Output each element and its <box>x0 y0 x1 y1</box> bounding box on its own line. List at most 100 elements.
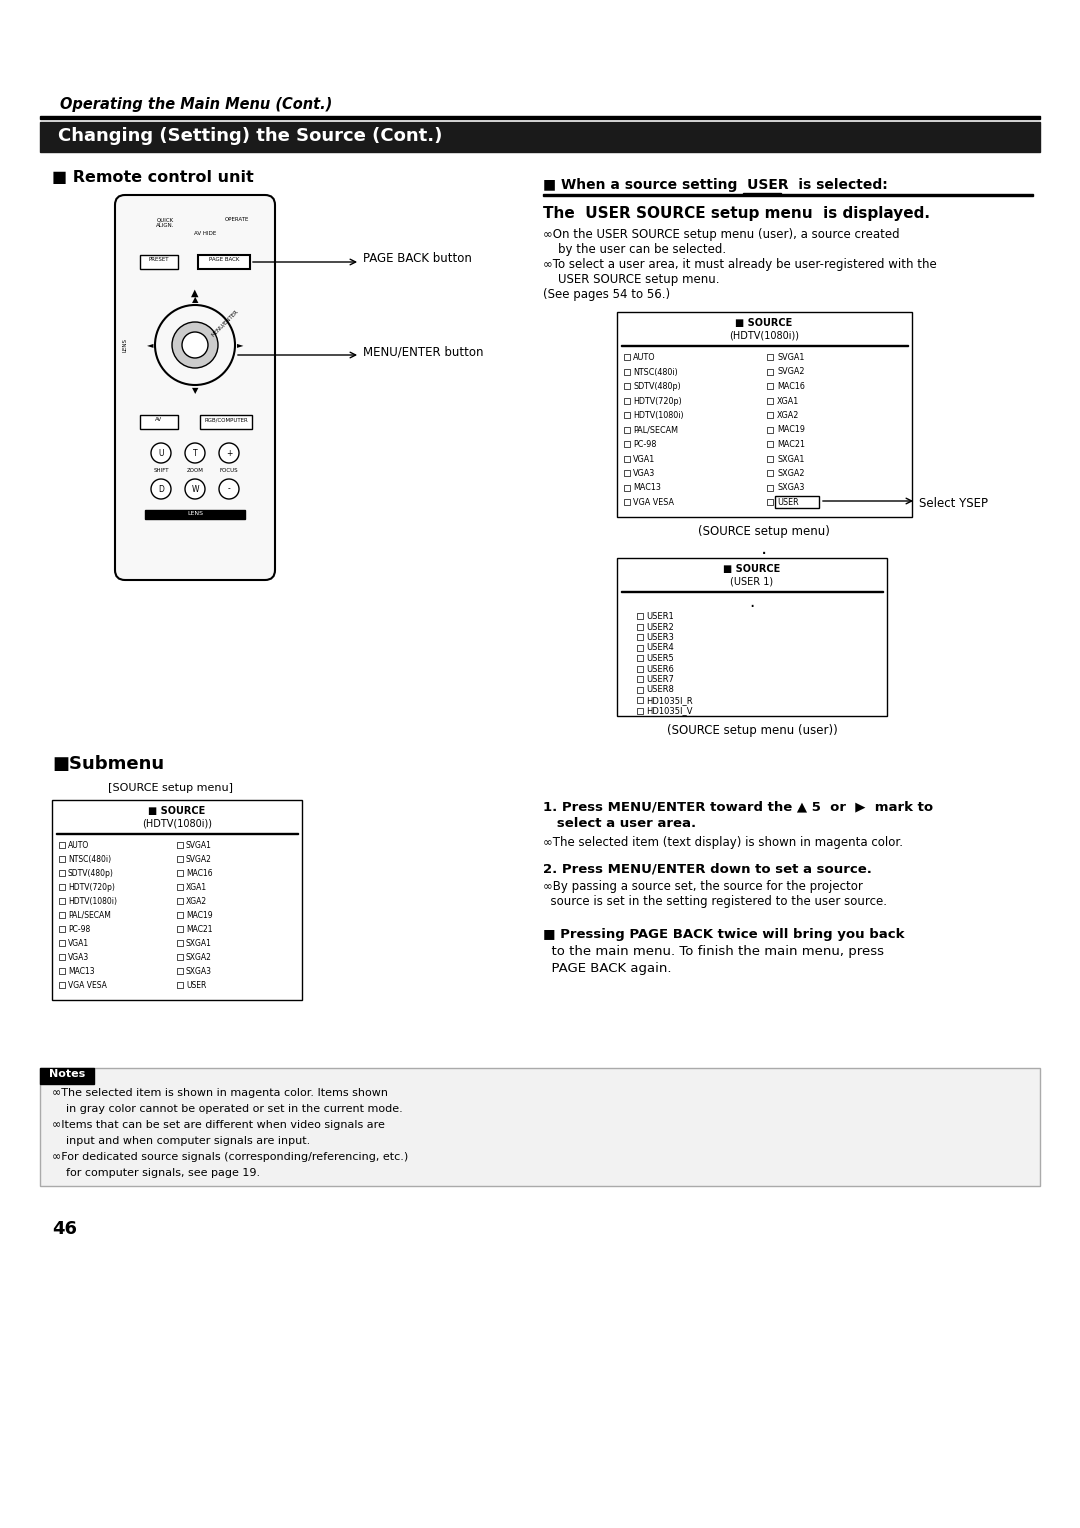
Bar <box>177 926 183 932</box>
Bar <box>637 666 643 671</box>
Bar <box>59 885 65 889</box>
Text: SXGA1: SXGA1 <box>186 940 212 947</box>
Circle shape <box>185 443 205 463</box>
Bar <box>637 645 643 651</box>
Bar <box>59 912 65 918</box>
Text: USER6: USER6 <box>646 665 674 674</box>
Bar <box>767 368 773 374</box>
Text: ■ SOURCE: ■ SOURCE <box>724 564 781 575</box>
Text: Select YSEP: Select YSEP <box>919 497 988 510</box>
Bar <box>637 656 643 662</box>
Bar <box>637 623 643 630</box>
Text: HDTV(720p): HDTV(720p) <box>633 396 681 405</box>
Text: ■ SOURCE: ■ SOURCE <box>148 805 205 816</box>
Text: ∞By passing a source set, the source for the projector: ∞By passing a source set, the source for… <box>543 880 863 892</box>
Text: MAC19: MAC19 <box>186 911 213 920</box>
Text: HD1035I_V: HD1035I_V <box>646 706 692 715</box>
Text: MAC19: MAC19 <box>777 425 805 434</box>
Text: PRESET: PRESET <box>149 257 170 261</box>
Text: PC-98: PC-98 <box>68 924 91 934</box>
Bar <box>767 384 773 390</box>
Text: MAC13: MAC13 <box>68 967 95 976</box>
Text: by the user can be selected.: by the user can be selected. <box>543 243 726 257</box>
Bar <box>59 856 65 862</box>
Text: USER: USER <box>777 498 798 507</box>
Bar <box>624 426 630 432</box>
FancyBboxPatch shape <box>114 196 275 581</box>
Text: ▲: ▲ <box>192 295 199 304</box>
Circle shape <box>172 322 218 368</box>
Text: SXGA2: SXGA2 <box>777 469 805 478</box>
Circle shape <box>151 478 171 500</box>
Text: W: W <box>191 484 199 494</box>
Text: PAGE BACK button: PAGE BACK button <box>363 252 472 266</box>
Bar <box>200 416 252 429</box>
Text: (SOURCE setup menu (user)): (SOURCE setup menu (user)) <box>666 724 837 736</box>
Text: ▲: ▲ <box>191 287 199 298</box>
Circle shape <box>183 332 208 358</box>
Bar <box>767 455 773 461</box>
Bar <box>177 912 183 918</box>
Text: QUICK
ALIGN.: QUICK ALIGN. <box>156 217 174 228</box>
Text: USER3: USER3 <box>646 633 674 642</box>
Text: 46: 46 <box>52 1219 77 1238</box>
Text: ∞For dedicated source signals (corresponding/referencing, etc.): ∞For dedicated source signals (correspon… <box>52 1152 408 1161</box>
Bar <box>767 500 773 504</box>
Text: ◄: ◄ <box>147 341 153 350</box>
Text: to the main menu. To finish the main menu, press: to the main menu. To finish the main men… <box>543 944 885 958</box>
Bar <box>177 869 183 876</box>
Text: PC-98: PC-98 <box>633 440 657 449</box>
Text: (HDTV(1080i)): (HDTV(1080i)) <box>729 332 799 341</box>
Bar <box>624 500 630 504</box>
Text: LENS: LENS <box>122 338 127 351</box>
Bar <box>617 558 887 717</box>
Bar <box>767 442 773 448</box>
Bar <box>59 969 65 973</box>
Bar <box>40 116 1040 119</box>
Text: USER7: USER7 <box>646 675 674 685</box>
Bar <box>52 801 302 999</box>
Text: ∞On the USER SOURCE setup menu (user), a source created: ∞On the USER SOURCE setup menu (user), a… <box>543 228 900 241</box>
Text: VGA3: VGA3 <box>633 469 656 478</box>
Text: Operating the Main Menu (Cont.): Operating the Main Menu (Cont.) <box>60 96 333 112</box>
Text: USER1: USER1 <box>646 613 674 620</box>
Text: MENU/ENTER button: MENU/ENTER button <box>363 345 484 359</box>
Bar <box>177 842 183 848</box>
Text: PAGE BACK again.: PAGE BACK again. <box>543 963 672 975</box>
Bar <box>637 634 643 640</box>
Text: RGB/COMPUTER: RGB/COMPUTER <box>204 417 248 422</box>
Text: MAC21: MAC21 <box>186 924 213 934</box>
Text: 1. Press MENU/ENTER toward the ▲ 5  or  ▶  mark to: 1. Press MENU/ENTER toward the ▲ 5 or ▶ … <box>543 801 933 813</box>
Bar <box>198 255 249 269</box>
Text: PAGE BACK: PAGE BACK <box>208 257 239 261</box>
Bar <box>637 613 643 619</box>
Text: ▼: ▼ <box>192 387 199 396</box>
Bar <box>59 983 65 989</box>
Bar <box>624 484 630 490</box>
Bar <box>177 969 183 973</box>
Text: -: - <box>228 484 230 494</box>
Bar <box>624 368 630 374</box>
Text: (HDTV(1080i)): (HDTV(1080i)) <box>141 819 212 830</box>
Bar <box>624 455 630 461</box>
Circle shape <box>219 443 239 463</box>
Text: (SOURCE setup menu): (SOURCE setup menu) <box>698 526 829 538</box>
Text: VGA VESA: VGA VESA <box>633 498 674 507</box>
Text: SDTV(480p): SDTV(480p) <box>68 869 113 879</box>
Bar <box>40 122 1040 151</box>
Bar <box>637 686 643 692</box>
Bar <box>767 354 773 361</box>
Text: MAC13: MAC13 <box>633 483 661 492</box>
Text: SVGA1: SVGA1 <box>186 840 212 850</box>
Circle shape <box>219 478 239 500</box>
Bar <box>177 856 183 862</box>
Bar <box>140 255 178 269</box>
Text: SVGA1: SVGA1 <box>777 353 805 362</box>
Circle shape <box>185 478 205 500</box>
Bar <box>177 983 183 989</box>
Bar <box>624 442 630 448</box>
Text: NTSC(480i): NTSC(480i) <box>633 368 678 376</box>
Bar <box>140 416 178 429</box>
Bar <box>177 953 183 960</box>
Text: ∞The selected item (text display) is shown in magenta color.: ∞The selected item (text display) is sho… <box>543 836 903 850</box>
